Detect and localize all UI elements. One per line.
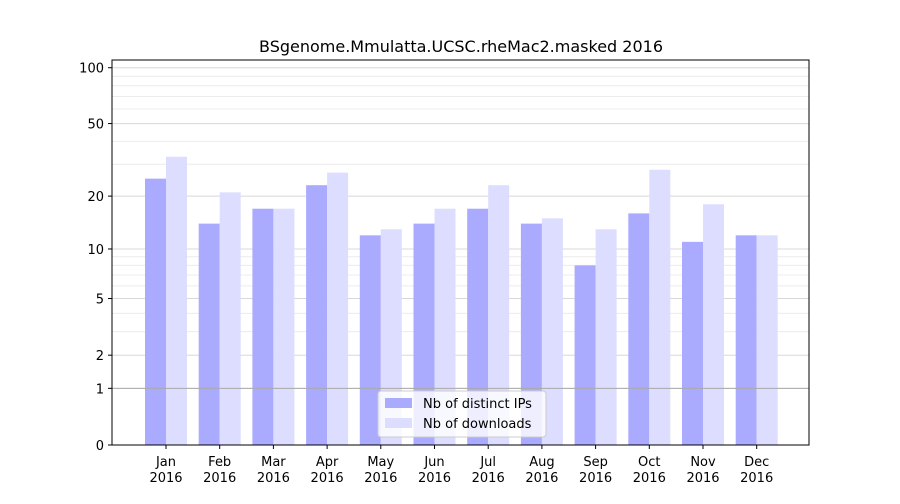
bar-downloads — [649, 169, 671, 445]
bar-distinct-ips — [359, 235, 381, 445]
y-tick-label: 2 — [96, 349, 104, 364]
x-tick-label: Jun — [423, 455, 444, 470]
y-tick-label: 1 — [96, 382, 104, 397]
x-tick-label: Mar — [261, 455, 286, 470]
bar-distinct-ips — [306, 185, 328, 445]
legend-swatch — [385, 418, 412, 428]
x-tick-label: 2016 — [418, 471, 451, 486]
x-tick-label: 2016 — [579, 471, 612, 486]
y-tick-label: 5 — [96, 293, 104, 308]
x-tick-label: 2016 — [472, 471, 505, 486]
x-tick-label: 2016 — [149, 471, 182, 486]
bar-downloads — [273, 208, 295, 445]
legend-box — [377, 390, 547, 438]
bar-distinct-ips — [574, 265, 596, 445]
bar-downloads — [595, 229, 617, 445]
bar-downloads — [756, 235, 778, 445]
x-tick-label: Sep — [583, 455, 608, 470]
plot-frame — [111, 59, 810, 446]
y-tick-label: 0 — [96, 439, 104, 454]
x-tick-label: May — [367, 455, 394, 470]
legend: Nb of distinct IPs Nb of downloads — [377, 390, 547, 438]
x-tick-label: Nov — [690, 455, 716, 470]
y-axis: 0 1 2 5 10 20 50 100 — [79, 62, 112, 454]
x-tick-label: 2016 — [740, 471, 773, 486]
bar-distinct-ips — [467, 208, 489, 445]
bar-downloads — [434, 208, 456, 445]
legend-label: Nb of downloads — [423, 417, 532, 432]
bar-downloads — [488, 185, 510, 445]
x-tick-label: 2016 — [525, 471, 558, 486]
x-tick-label: Oct — [638, 455, 660, 470]
x-tick-label: 2016 — [203, 471, 236, 486]
x-tick-label: 2016 — [364, 471, 397, 486]
bar-distinct-ips — [145, 178, 166, 445]
bar-distinct-ips — [520, 223, 542, 445]
bar-distinct-ips — [628, 213, 650, 445]
x-tick-label: Jan — [155, 455, 176, 470]
x-tick-label: 2016 — [257, 471, 290, 486]
x-axis: Jan2016Feb2016Mar2016Apr2016May2016Jun20… — [149, 445, 773, 486]
bar-downloads — [327, 172, 349, 445]
bar-downloads — [219, 192, 241, 445]
bar-downloads — [166, 156, 187, 446]
bar-distinct-ips — [198, 223, 220, 445]
legend-label: Nb of distinct IPs — [423, 397, 532, 412]
x-tick-label: Dec — [744, 455, 769, 470]
bar-distinct-ips — [682, 241, 703, 445]
y-tick-label: 100 — [79, 62, 104, 77]
x-tick-label: Apr — [316, 455, 339, 470]
x-tick-label: 2016 — [311, 471, 344, 486]
chart-title: BSgenome.Mmulatta.UCSC.rheMac2.masked 20… — [259, 37, 663, 56]
bar-distinct-ips — [735, 235, 757, 445]
bar-distinct-ips — [413, 223, 435, 445]
bar-downloads — [703, 204, 724, 445]
y-tick-label: 10 — [87, 243, 104, 258]
bar-distinct-ips — [252, 208, 274, 445]
y-tick-label: 20 — [87, 190, 104, 205]
y-tick-label: 50 — [87, 118, 104, 133]
x-tick-label: Jul — [479, 455, 496, 470]
x-tick-label: 2016 — [633, 471, 666, 486]
x-tick-label: Aug — [529, 455, 554, 470]
legend-swatch — [385, 398, 412, 408]
x-tick-label: 2016 — [686, 471, 719, 486]
x-tick-label: Feb — [208, 455, 231, 470]
